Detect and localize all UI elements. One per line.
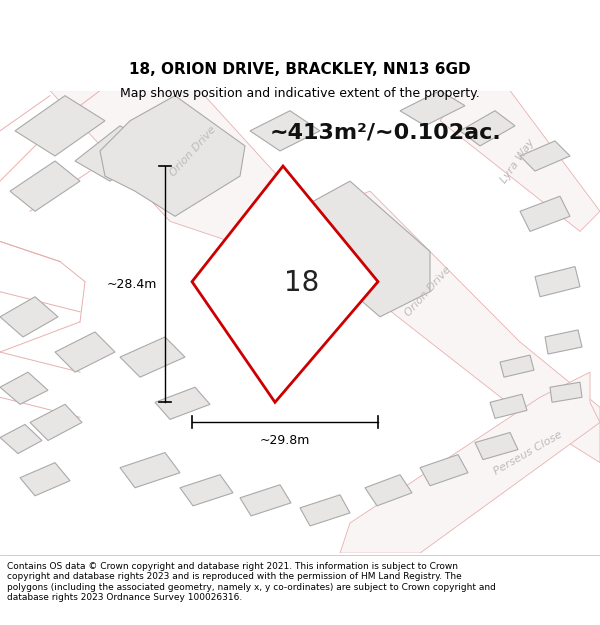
Polygon shape [55,332,115,372]
Polygon shape [420,454,468,486]
Polygon shape [545,330,582,354]
Polygon shape [400,91,465,126]
Polygon shape [0,424,42,454]
Polygon shape [0,372,48,404]
Polygon shape [180,475,233,506]
Text: ~28.4m: ~28.4m [107,278,157,291]
Polygon shape [120,337,185,377]
Text: 18: 18 [284,269,320,297]
Polygon shape [120,452,180,488]
Polygon shape [15,96,105,156]
Polygon shape [365,475,412,506]
Polygon shape [20,462,70,496]
Polygon shape [340,372,600,553]
Text: 18, ORION DRIVE, BRACKLEY, NN13 6GD: 18, ORION DRIVE, BRACKLEY, NN13 6GD [129,62,471,78]
Polygon shape [520,196,570,231]
Polygon shape [10,161,80,211]
Text: Orion Drive: Orion Drive [168,124,218,178]
Text: Perseus Close: Perseus Close [492,429,564,476]
Polygon shape [245,221,320,272]
Polygon shape [100,96,245,216]
Polygon shape [500,355,534,377]
Text: Lyra Way: Lyra Way [499,137,537,185]
Text: Orion Drive: Orion Drive [403,265,453,319]
Text: ~413m²/~0.102ac.: ~413m²/~0.102ac. [270,123,502,143]
Polygon shape [550,382,582,402]
Polygon shape [250,111,320,151]
Polygon shape [535,267,580,297]
Text: Map shows position and indicative extent of the property.: Map shows position and indicative extent… [120,88,480,101]
Text: ~29.8m: ~29.8m [260,434,310,447]
Polygon shape [155,388,210,419]
Polygon shape [30,404,82,441]
Polygon shape [290,191,600,462]
Polygon shape [490,394,527,418]
Polygon shape [520,141,570,171]
Polygon shape [50,91,310,241]
Polygon shape [300,495,350,526]
Polygon shape [440,91,600,231]
Polygon shape [295,181,430,317]
Polygon shape [460,111,515,146]
Polygon shape [0,297,58,337]
Text: Contains OS data © Crown copyright and database right 2021. This information is : Contains OS data © Crown copyright and d… [7,562,496,602]
Polygon shape [75,126,155,181]
Polygon shape [475,432,518,459]
Polygon shape [240,485,291,516]
Polygon shape [192,166,378,402]
